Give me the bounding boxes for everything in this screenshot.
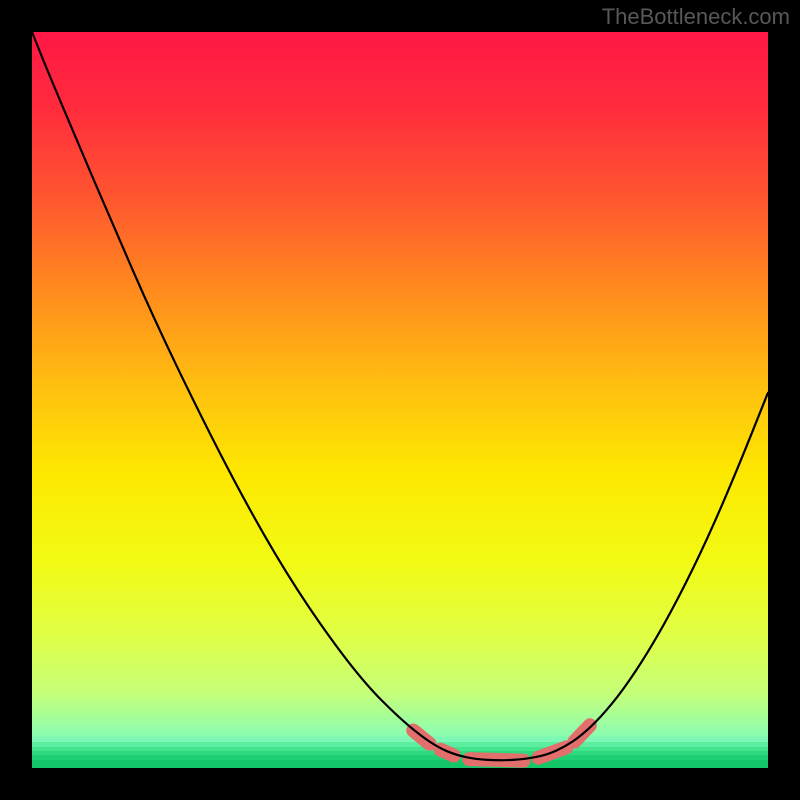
- plot-area: [32, 32, 768, 768]
- bottom-ribbon: [32, 760, 768, 768]
- watermark-text: TheBottleneck.com: [602, 4, 790, 30]
- chart-frame: TheBottleneck.com: [0, 0, 800, 800]
